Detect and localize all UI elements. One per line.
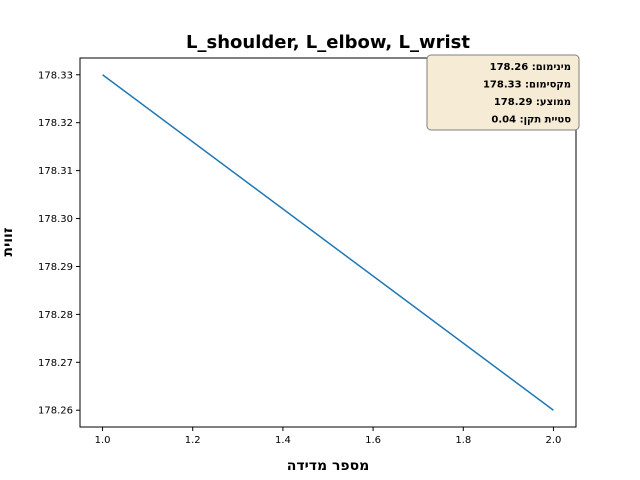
x-tick-label: 1.4 bbox=[275, 435, 291, 446]
plot-area: 178.26 178.27 178.28 178.29 178.30 178.31 178.… bbox=[38, 57, 577, 446]
y-axis-label: זווית bbox=[0, 228, 16, 257]
y-tick-label: 178.30 bbox=[38, 214, 73, 225]
y-tick-label: 178.31 bbox=[38, 166, 73, 177]
stats-line: סטיית תקן: 0.04 bbox=[491, 115, 571, 126]
series-layer bbox=[102, 74, 554, 411]
x-axis-label: מספר מדידה bbox=[287, 458, 370, 474]
stats-line: מקסימום: 178.33 bbox=[483, 80, 571, 91]
x-tick-label: 1.0 bbox=[95, 435, 111, 446]
y-tick-label: 178.33 bbox=[38, 70, 73, 81]
y-axis: 178.26 178.27 178.28 178.29 178.30 178.31 178.… bbox=[38, 70, 80, 417]
y-tick-label: 178.28 bbox=[38, 310, 73, 321]
x-tick-label: 1.8 bbox=[455, 435, 471, 446]
y-tick-label: 178.32 bbox=[38, 118, 73, 129]
x-tick-label: 2.0 bbox=[546, 435, 562, 446]
plot-frame bbox=[79, 57, 577, 428]
chart-title: L_shoulder, L_elbow, L_wrist bbox=[186, 32, 470, 53]
stats-lines: מינימום: 178.26 מקסימום: 178.33 ממוצע: 178… bbox=[483, 62, 571, 126]
y-tick-label: 178.26 bbox=[38, 406, 73, 417]
y-tick-label: 178.29 bbox=[38, 262, 73, 273]
x-axis: 1.0 1.2 1.4 1.6 1.8 2.0 bbox=[95, 427, 562, 446]
stats-box: מינימום: 178.26 מקסימום: 178.33 ממוצע: 178… bbox=[426, 54, 580, 131]
y-tick-label: 178.27 bbox=[38, 358, 73, 369]
stats-line: מינימום: 178.26 bbox=[490, 62, 571, 73]
x-tick-label: 1.6 bbox=[365, 435, 381, 446]
stats-box-background bbox=[426, 54, 580, 131]
x-tick-label: 1.2 bbox=[185, 435, 201, 446]
series-line bbox=[102, 74, 554, 411]
stats-line: ממוצע: 178.29 bbox=[494, 97, 571, 108]
